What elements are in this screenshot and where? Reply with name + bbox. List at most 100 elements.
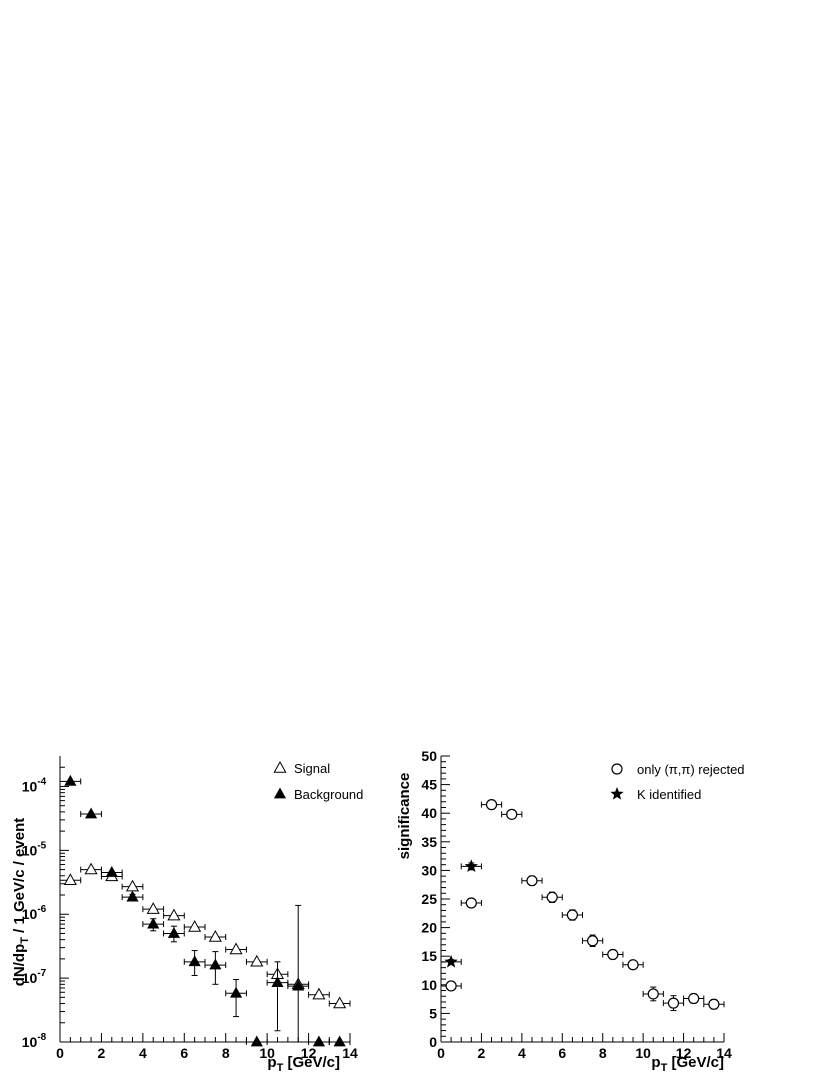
pipi-rejected-point <box>546 891 558 903</box>
right-x-axis-title-subscript: T <box>661 1062 668 1074</box>
left-y-tick-exponent: -7 <box>37 968 46 979</box>
k-identified-point <box>464 859 478 873</box>
legend-k-identified-symbol <box>610 787 624 800</box>
right-y-tick-label: 45 <box>421 777 437 793</box>
left-y-tick-exponent: -6 <box>37 904 46 915</box>
signal-point <box>146 902 160 914</box>
background-point <box>84 807 98 819</box>
background-point <box>250 1035 263 1047</box>
signal-point <box>229 942 243 955</box>
legend-background-marker <box>273 787 287 799</box>
background-point <box>126 890 139 902</box>
left-y-tick-exponent: -4 <box>37 776 46 787</box>
right-legend: only (π,π) rejected K identified <box>610 762 745 802</box>
right-y-tick-label: 15 <box>421 948 437 964</box>
right-axis-ticks: 0 2 4 6 8 10 12 14 0 5 10 15 20 25 30 35 40 45 50 <box>421 748 732 1061</box>
right-x-axis-title: pT [GeV/c] <box>651 1054 724 1074</box>
left-y-tick-exponent: -5 <box>37 840 46 851</box>
signal-point <box>188 920 202 932</box>
left-y-tick-label: 10-8 <box>22 1032 47 1050</box>
left-y-tick-label: 10-5 <box>22 840 47 858</box>
background-point <box>209 958 222 970</box>
signal-point <box>84 862 98 875</box>
pipi-rejected-point <box>708 998 720 1010</box>
right-x-tick-label: 8 <box>599 1045 607 1061</box>
signal-point <box>250 954 264 967</box>
legend-k-identified-marker <box>610 787 624 800</box>
legend-pipi-rejected-symbol <box>611 763 623 775</box>
right-x-tick-label: 6 <box>558 1045 566 1061</box>
left-x-tick-label: 0 <box>56 1045 64 1061</box>
background-point <box>188 955 201 967</box>
left-x-axis-title: pT [GeV/c] <box>267 1054 340 1074</box>
right-series-group <box>440 799 725 1012</box>
left-x-tick-label: 10 <box>259 1045 275 1061</box>
right-y-tick-label: 35 <box>421 834 437 850</box>
right-x-tick-label: 0 <box>437 1045 445 1061</box>
left-y-tick-exponent: -8 <box>37 1032 46 1043</box>
signal-point <box>63 873 77 885</box>
left-x-axis-title-rest: [GeV/c] <box>283 1054 340 1071</box>
left-x-tick-label: 14 <box>342 1045 358 1061</box>
left-x-tick-label: 4 <box>139 1045 147 1061</box>
background-point <box>147 917 160 929</box>
left-y-axis-title-rest: / 1 GeV/c / event <box>11 818 28 937</box>
legend-background-label: Background <box>294 787 363 802</box>
right-x-tick-label: 14 <box>716 1045 732 1061</box>
left-x-tick-label: 6 <box>180 1045 188 1061</box>
pipi-rejected-point <box>506 808 518 820</box>
right-x-tick-label: 2 <box>478 1045 486 1061</box>
right-y-tick-label: 10 <box>421 977 437 993</box>
signal-point <box>312 987 326 1000</box>
legend-pipi-rejected-marker <box>611 763 623 775</box>
pipi-rejected-point <box>607 948 619 961</box>
signal-point <box>333 996 347 1009</box>
right-y-tick-label: 40 <box>421 805 437 821</box>
left-x-axis-title-subscript: T <box>277 1062 284 1074</box>
right-y-tick-label: 25 <box>421 891 437 907</box>
left-y-tick-label: 10-6 <box>22 904 47 922</box>
right-y-tick-label: 30 <box>421 862 437 878</box>
signal-point <box>125 879 140 892</box>
right-y-axis-title: significance <box>396 773 413 860</box>
right-x-axis-title-rest: [GeV/c] <box>667 1054 724 1071</box>
pipi-rejected-point <box>526 875 538 887</box>
pipi-rejected-point <box>627 959 639 971</box>
left-y-axis-title-subscript: T <box>19 937 31 944</box>
pipi-rejected-point <box>688 992 700 1005</box>
right-y-tick-label: 0 <box>429 1034 437 1050</box>
left-legend: Signal Background <box>273 760 363 802</box>
background-point <box>167 926 181 938</box>
pipi-rejected-point <box>445 980 457 992</box>
legend-signal-marker <box>273 760 287 773</box>
background-point <box>312 1035 326 1047</box>
pipi-rejected-point <box>465 897 477 909</box>
pipi-rejected-point <box>647 988 659 1000</box>
right-x-tick-label: 4 <box>518 1045 526 1061</box>
right-y-tick-label: 50 <box>421 748 437 764</box>
right-x-tick-label: 10 <box>635 1045 651 1061</box>
background-point <box>64 774 77 786</box>
left-series-group <box>59 774 351 1047</box>
k-identified-point <box>444 954 458 968</box>
background-point <box>271 976 284 987</box>
pipi-rejected-point <box>485 799 498 811</box>
signal-point <box>208 929 222 942</box>
right-chart-panel: 0 2 4 6 8 10 12 14 0 5 10 15 20 25 30 35 40 45 50 signific… <box>396 748 745 1074</box>
background-point <box>105 865 118 877</box>
legend-background-symbol <box>273 787 287 799</box>
left-x-tick-label: 8 <box>222 1045 230 1061</box>
left-y-tick-label: 10-7 <box>22 968 47 986</box>
legend-signal-label: Signal <box>294 761 330 776</box>
legend-pipi-rejected-label: only (π,π) rejected <box>637 762 745 777</box>
left-y-tick-label: 10-4 <box>22 776 47 794</box>
background-point <box>292 979 305 991</box>
right-x-tick-label: 12 <box>676 1045 692 1061</box>
left-x-tick-label: 2 <box>98 1045 106 1061</box>
pipi-rejected-point <box>587 935 599 947</box>
left-y-tick-base: 10 <box>22 842 38 858</box>
signal-point <box>167 908 181 921</box>
